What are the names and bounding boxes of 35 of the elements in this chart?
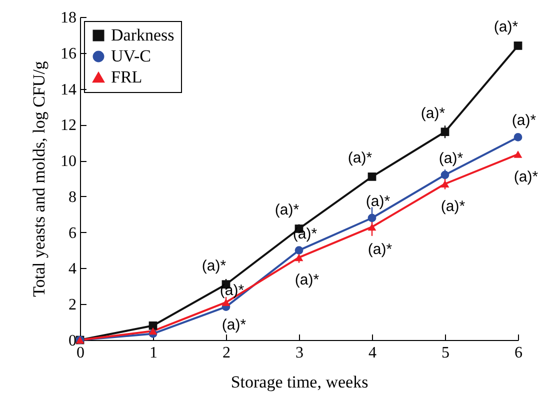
y-tick-label: 6	[68, 224, 76, 242]
annotation: (a)*	[494, 18, 518, 36]
x-tick-label: 3	[296, 344, 304, 362]
annotation: (a)*	[348, 150, 372, 167]
x-axis-title: Storage time, weeks	[230, 372, 368, 392]
annotation: (a)*	[512, 112, 536, 130]
x-tick-label: 6	[514, 344, 522, 362]
legend-label: UV-C	[111, 46, 151, 66]
y-tick-label: 16	[60, 45, 76, 62]
annotation: (a)*	[222, 316, 246, 334]
annotation: (a)*	[294, 271, 320, 288]
y-tick-label: 4	[68, 260, 76, 278]
y-tick-label: 8	[68, 188, 76, 206]
legend-label: FRL	[111, 68, 142, 86]
x-tick-label: 5	[442, 344, 450, 362]
annotation: (a)*	[274, 202, 300, 219]
annotation: (a)*	[420, 104, 446, 122]
y-tick-label: 12	[60, 117, 76, 134]
annotation: (a)*	[368, 240, 392, 258]
y-tick-label: 10	[60, 153, 76, 170]
x-tick-label: 4	[368, 344, 376, 362]
y-tick-label: 0	[68, 332, 76, 350]
legend-label: Darkness	[111, 26, 174, 44]
annotation: (a)*	[202, 257, 226, 274]
y-tick-label: 14	[60, 81, 76, 98]
x-tick-label: 2	[222, 344, 230, 362]
annotation: (a)*	[440, 198, 466, 215]
annotation: (a)*	[438, 150, 464, 167]
x-tick-label: 1	[150, 344, 158, 362]
y-axis-title: Total yeasts and molds, log CFU/g	[30, 60, 48, 297]
annotation: (a)*	[366, 192, 390, 210]
y-tick-label: 18	[60, 10, 76, 26]
y-tick-label: 2	[68, 296, 76, 314]
annotation: (a)*	[292, 225, 318, 242]
annotation: (a)*	[514, 168, 538, 186]
